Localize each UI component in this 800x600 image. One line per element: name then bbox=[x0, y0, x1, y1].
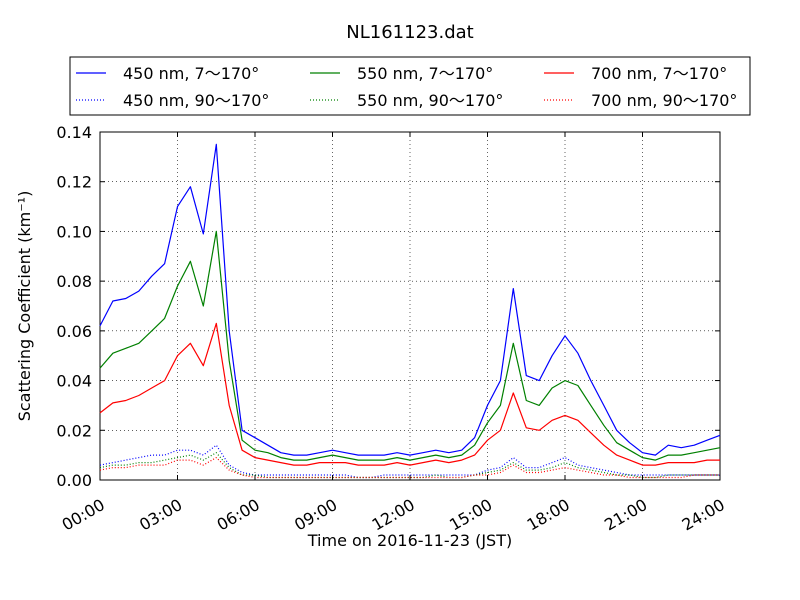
legend-label-6: 700 nm, 90～170° bbox=[591, 91, 737, 110]
series-line-4 bbox=[99, 452, 720, 479]
y-tick-label: 0.08 bbox=[56, 272, 92, 291]
chart-title: NL161123.dat bbox=[346, 22, 473, 43]
y-tick-label: 0.00 bbox=[56, 471, 92, 490]
y-tick-label: 0.10 bbox=[56, 222, 92, 241]
x-tick-label: 03:00 bbox=[136, 495, 185, 535]
legend-label-3: 550 nm, 7～170° bbox=[357, 64, 493, 83]
legend-frame bbox=[69, 56, 751, 116]
y-axis-label: Scattering Coefficient (km⁻¹) bbox=[15, 191, 34, 422]
legend-label-4: 550 nm, 90～170° bbox=[357, 91, 503, 110]
legend: 450 nm, 7～170° 450 nm, 90～170° 550 nm, 7～1… bbox=[69, 56, 751, 116]
legend-label-2: 450 nm, 90～170° bbox=[123, 91, 269, 110]
x-tick-label: 18:00 bbox=[524, 495, 573, 535]
x-tick-label: 00:00 bbox=[59, 495, 108, 535]
series-line-1 bbox=[99, 143, 721, 456]
x-tick-label: 09:00 bbox=[291, 495, 340, 535]
x-tick-label: 12:00 bbox=[369, 495, 418, 535]
y-tick-label: 0.06 bbox=[56, 322, 92, 341]
legend-label-1: 450 nm, 7～170° bbox=[123, 64, 259, 83]
y-tick-label: 0.04 bbox=[56, 372, 92, 391]
y-tick-label: 0.14 bbox=[56, 123, 92, 142]
series-lines bbox=[99, 143, 721, 479]
legend-label-5: 700 nm, 7～170° bbox=[591, 64, 727, 83]
y-tick-label: 0.12 bbox=[56, 173, 92, 192]
series-line-5 bbox=[99, 322, 720, 466]
x-tick-label: 21:00 bbox=[601, 495, 650, 535]
x-tick-label: 24:00 bbox=[679, 495, 728, 535]
x-tick-label: 15:00 bbox=[446, 495, 495, 535]
plot-area: 00:00 03:00 06:00 09:00 12:00 15:00 18:00 21:00… bbox=[56, 123, 728, 535]
series-line-6 bbox=[99, 457, 720, 479]
series-line-3 bbox=[99, 230, 721, 461]
y-tick-label: 0.02 bbox=[56, 421, 92, 440]
x-axis-label: Time on 2016-11-23 (JST) bbox=[307, 531, 512, 550]
x-tick-label: 06:00 bbox=[214, 495, 263, 535]
